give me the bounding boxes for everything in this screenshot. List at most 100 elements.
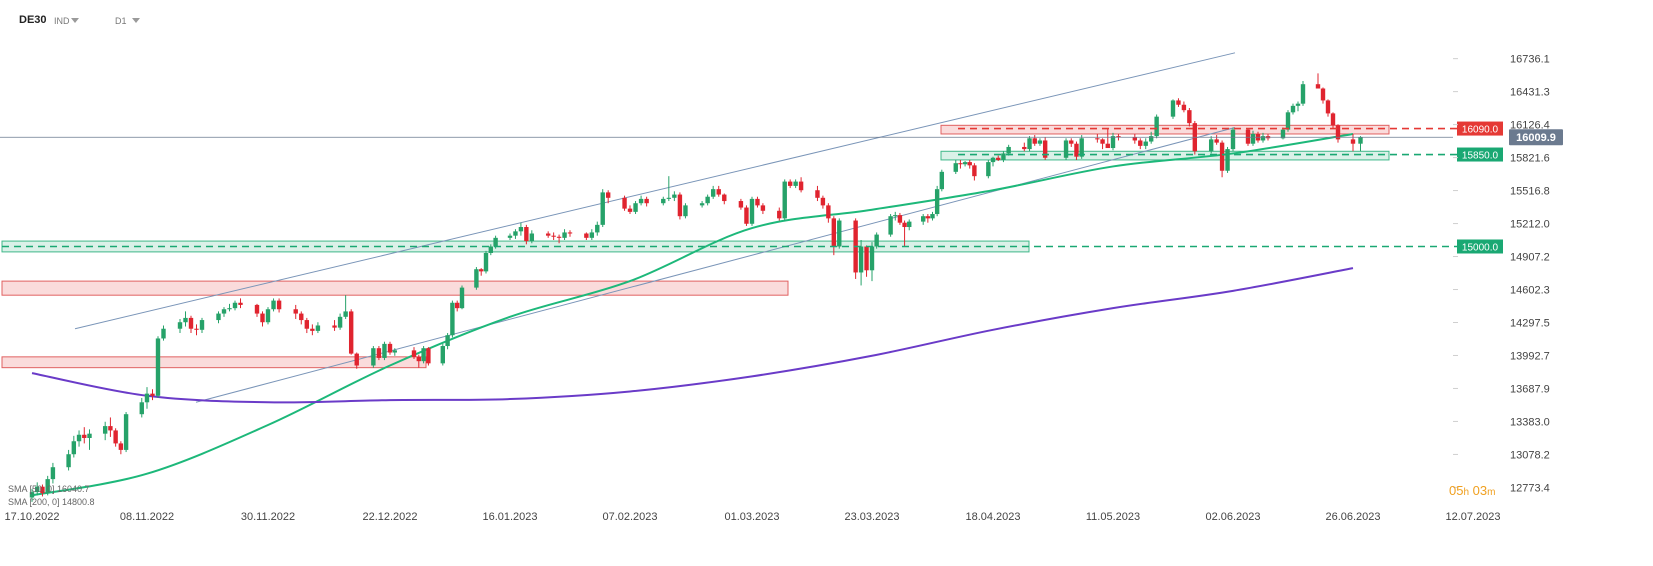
sma50-line	[31, 132, 1354, 497]
candle-down	[455, 302, 460, 309]
candle-down	[556, 236, 562, 238]
candle-up	[271, 300, 276, 310]
chevron-down-icon[interactable]	[132, 18, 140, 23]
channel-line	[195, 126, 1236, 403]
candle-down	[348, 311, 354, 354]
candle-down	[1032, 138, 1037, 144]
y-tick-label: 15821.6	[1510, 153, 1550, 165]
countdown-minutes-unit: m	[1487, 487, 1496, 498]
y-tick-label: 16126.4	[1510, 120, 1550, 132]
candle-up	[87, 433, 92, 438]
candle-down	[332, 325, 337, 328]
y-tick-label: 14602.3	[1510, 285, 1550, 297]
y-tick-label: 13383.0	[1510, 416, 1550, 428]
x-tick-label: 23.03.2023	[844, 511, 899, 523]
candle-up	[1290, 105, 1296, 113]
candle-up	[71, 441, 77, 455]
candle-up	[440, 346, 445, 364]
candle-down	[902, 222, 907, 228]
candle-up	[782, 181, 787, 219]
y-tick-label: 15212.0	[1510, 219, 1550, 231]
candle-up	[199, 320, 205, 330]
channel-line	[74, 52, 1236, 330]
x-tick-label: 30.11.2022	[241, 511, 295, 523]
candle-down	[108, 426, 113, 431]
level-label: 16090.0	[1462, 125, 1499, 136]
candle-down	[118, 443, 124, 450]
candle-down	[897, 215, 903, 223]
candle-up	[600, 192, 605, 225]
interval-select[interactable]: D1	[115, 16, 127, 26]
candle-up	[1170, 100, 1176, 117]
y-tick-label: 14907.2	[1510, 252, 1550, 264]
candle-up	[962, 162, 968, 165]
candle-down	[831, 218, 837, 247]
candle-down	[925, 216, 931, 219]
candle-down	[1350, 139, 1356, 144]
y-axis: 16736.1 16431.3 16126.4 15821.6 15516.8 15212…	[1453, 54, 1550, 494]
candle-down	[310, 328, 315, 331]
candle-countdown: 05h 03m	[1449, 483, 1495, 498]
candle-down	[304, 320, 310, 329]
candle-up	[1250, 133, 1256, 144]
candle-up	[595, 224, 600, 233]
candle-up	[589, 232, 595, 238]
countdown-hours-unit: h	[1463, 487, 1470, 498]
trend-channel	[74, 52, 1236, 403]
candle-down	[426, 348, 431, 364]
candle-up	[123, 414, 129, 450]
x-tick-label: 01.03.2023	[724, 511, 779, 523]
candle-down	[1320, 88, 1326, 101]
candle-up	[450, 302, 455, 336]
instrument-type-select[interactable]: IND	[54, 16, 70, 26]
candle-down	[755, 198, 760, 206]
candle-down	[798, 181, 804, 191]
candle-up	[699, 203, 705, 206]
candle-down	[826, 205, 831, 219]
candle-up	[930, 214, 935, 219]
candle-down	[622, 197, 627, 209]
level-label: 15000.0	[1462, 242, 1499, 253]
sma50-legend: SMA [50, 0] 16040.7	[8, 484, 90, 494]
price-zones	[1, 124, 1390, 369]
candle-up	[939, 171, 945, 190]
candle-down	[1116, 136, 1121, 138]
x-axis: 17.10.2022 08.11.2022 30.11.2022 22.12.2022…	[4, 511, 1500, 523]
candle-up	[874, 234, 879, 247]
current-price-label: 16009.9	[1516, 132, 1556, 144]
x-tick-label: 22.12.2022	[362, 511, 417, 523]
candle-down	[864, 246, 869, 271]
symbol-label: DE30	[19, 14, 47, 26]
candle-up	[513, 231, 518, 236]
candle-up	[221, 309, 227, 314]
candle-up	[371, 348, 376, 366]
candle-up	[837, 220, 842, 247]
candle-down	[387, 343, 393, 353]
candle-up	[934, 189, 940, 215]
candle-down	[567, 232, 573, 234]
candle-up	[1285, 112, 1291, 130]
candle-down	[777, 210, 782, 219]
x-tick-label: 02.06.2023	[1205, 511, 1260, 523]
x-tick-label: 07.02.2023	[602, 511, 657, 523]
candle-down	[1330, 113, 1336, 126]
y-tick-label: 13992.7	[1510, 350, 1550, 362]
candle-down	[416, 356, 421, 362]
candle-down	[605, 192, 611, 198]
candle-up	[66, 454, 71, 468]
candle-down	[40, 486, 45, 494]
candle-up	[183, 317, 188, 323]
candle-down	[584, 233, 589, 238]
candle-down	[716, 189, 721, 195]
candle-down	[299, 313, 304, 321]
y-tick-label: 12773.4	[1510, 482, 1550, 494]
candle-up	[1037, 140, 1043, 144]
candle-up	[483, 252, 489, 272]
candle-down	[150, 393, 155, 396]
chevron-down-icon[interactable]	[71, 18, 79, 23]
candle-down	[551, 235, 556, 237]
instrument-type-label: IND	[54, 16, 70, 26]
candle-up	[1280, 129, 1286, 139]
